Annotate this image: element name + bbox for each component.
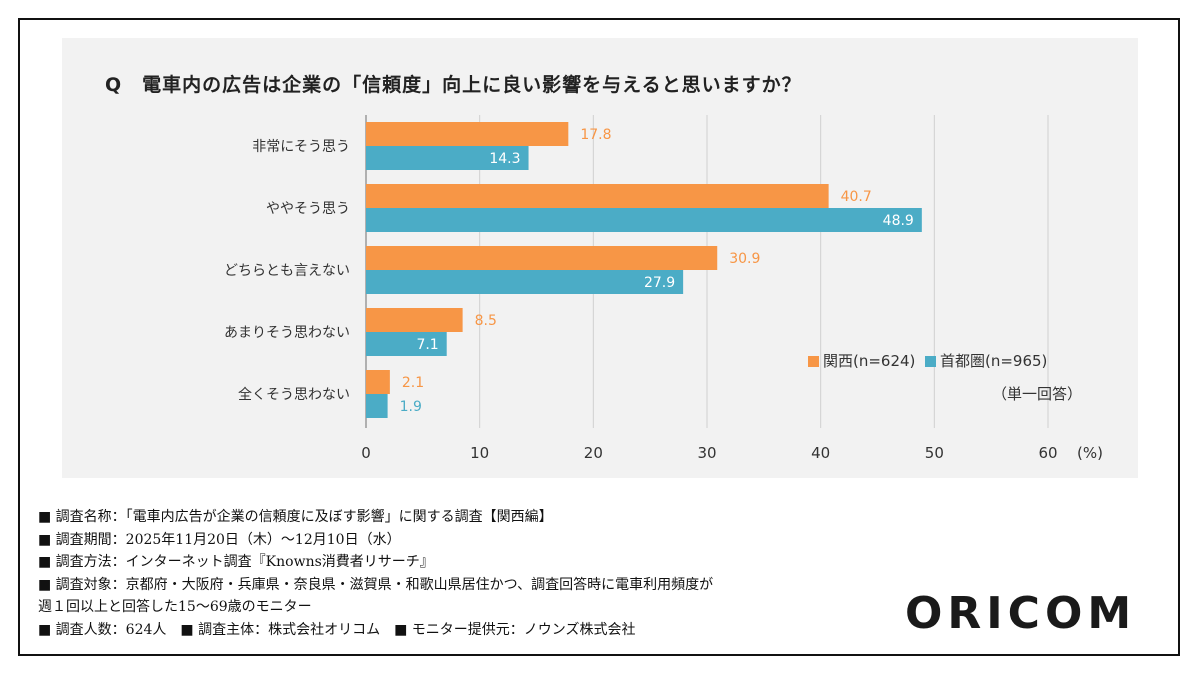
data-label: 30.9 [729, 251, 760, 267]
note-line: ■ 調査期間：2025年11月20日（木）～12月10日（水） [38, 531, 401, 548]
data-label: 17.8 [580, 127, 611, 143]
x-tick-label: 0 [361, 444, 371, 462]
x-tick-label: 10 [470, 444, 489, 462]
legend-item-shutoken: 首都圏(n=965) [924, 352, 1048, 370]
category-label: 非常にそう思う [252, 139, 350, 155]
x-tick-label: 40 [811, 444, 830, 462]
note-line: ■ 調査方法：インターネット調査『Knowns消費者リサーチ』 [38, 554, 434, 570]
category-label: あまりそう思わない [224, 325, 350, 341]
data-label: 7.1 [416, 337, 438, 353]
chart-title: Q 電車内の広告は企業の「信頼度」向上に良い影響を与えると思いますか？ [105, 74, 802, 96]
category-label: どちらとも言えない [224, 263, 350, 279]
bar [366, 332, 447, 356]
bar [366, 246, 718, 270]
bar [366, 184, 829, 208]
legend-swatch [924, 356, 936, 367]
legend-label: 関西(n=624) [823, 352, 916, 370]
data-label: 1.9 [400, 399, 422, 415]
x-tick-label: 20 [584, 444, 603, 462]
bar [366, 122, 569, 146]
legend-swatch [808, 356, 819, 367]
bar [366, 270, 684, 294]
category-label: ややそう思う [266, 201, 350, 217]
x-tick-label: 50 [925, 444, 944, 462]
oricom-logo: ORICOM [905, 588, 1137, 639]
legend-item-kansai: 関西(n=624) [808, 352, 915, 370]
bar [366, 146, 529, 170]
x-tick-label: 60 [1038, 444, 1057, 462]
data-label: 8.5 [475, 313, 497, 329]
legend: 関西(n=624) 首都圏(n=965) [808, 350, 1047, 371]
note-line: ■ 調査人数：624人 ■ 調査主体：株式会社オリコム ■ モニター提供元：ノウ… [38, 621, 636, 638]
frame [18, 18, 1180, 656]
note-line: ■ 調査名称：「電車内広告が企業の信頼度に及ぼす影響」に関する調査【関西編】 [38, 509, 553, 525]
bar [366, 208, 922, 232]
category-label: 全くそう思わない [238, 386, 350, 403]
x-unit-label: (%) [1077, 444, 1103, 462]
bar [366, 370, 390, 394]
bar [366, 394, 388, 418]
bar [366, 308, 463, 332]
answer-type-note: （単一回答） [992, 385, 1083, 403]
data-label: 2.1 [402, 375, 424, 391]
data-label: 40.7 [841, 189, 872, 205]
note-line: ■ 調査対象：京都府・大阪府・兵庫県・奈良県・滋賀県・和歌山県居住かつ、調査回答… [38, 576, 714, 593]
note-line: 週１回以上と回答した15～69歳のモニター [38, 599, 312, 615]
x-tick-label: 30 [697, 444, 716, 462]
data-label: 27.9 [644, 275, 675, 291]
data-label: 14.3 [489, 151, 520, 167]
legend-label: 首都圏(n=965) [939, 352, 1048, 370]
data-label: 48.9 [883, 213, 914, 229]
survey-notes: ■ 調査名称：「電車内広告が企業の信頼度に及ぼす影響」に関する調査【関西編】 ■… [38, 506, 713, 641]
